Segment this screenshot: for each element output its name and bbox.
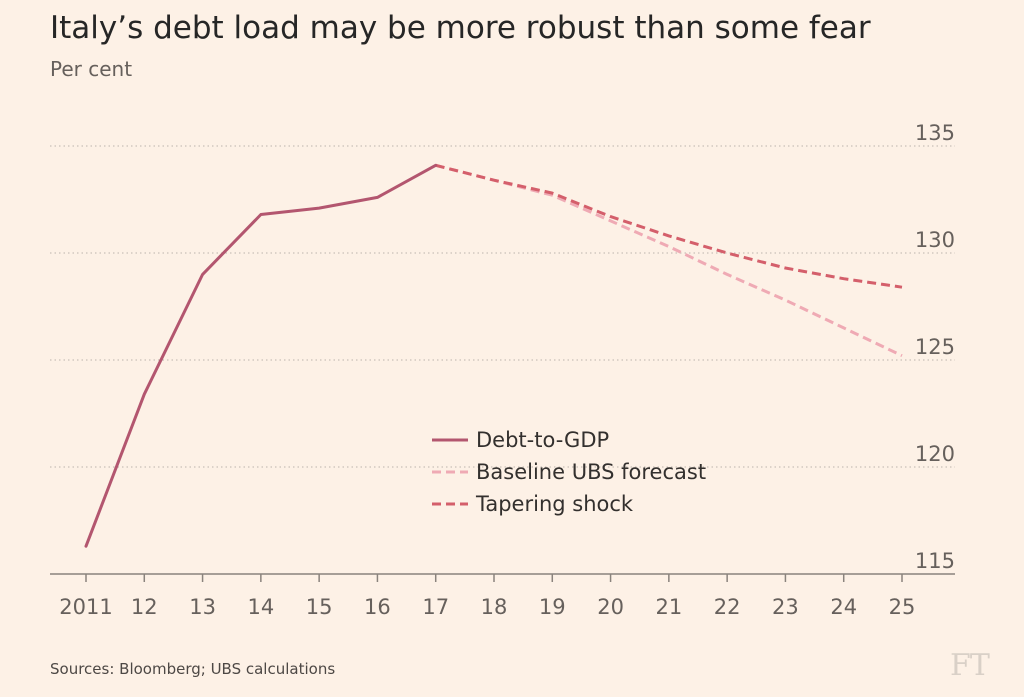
x-tick-label-2024: 24 — [830, 595, 857, 619]
chart-title: Italy’s debt load may be more robust tha… — [50, 10, 871, 46]
legend-label-tapering-shock: Tapering shock — [475, 492, 634, 516]
ft-logo: FT — [950, 648, 990, 683]
series-line-debt-to-gdp — [84, 163, 438, 548]
y-tick-label-135: 135 — [915, 121, 955, 145]
source-note: Sources: Bloomberg; UBS calculations — [50, 660, 336, 678]
x-tick-label-2011: 2011 — [59, 595, 112, 619]
x-tick-label-2017: 17 — [422, 595, 449, 619]
y-tick-label-130: 130 — [915, 228, 955, 252]
x-tick-label-2023: 23 — [772, 595, 799, 619]
x-tick-label-2013: 13 — [189, 595, 216, 619]
x-tick-label-2016: 16 — [364, 595, 391, 619]
series-line-tapering-shock — [435, 163, 903, 289]
x-tick-label-2022: 22 — [714, 595, 741, 619]
x-tick-label-2019: 19 — [539, 595, 566, 619]
x-tick-label-2014: 14 — [247, 595, 274, 619]
y-tick-label-115: 115 — [915, 549, 955, 573]
x-tick-label-2025: 25 — [889, 595, 916, 619]
y-tick-label-125: 125 — [915, 335, 955, 359]
chart-subtitle: Per cent — [50, 57, 133, 81]
x-tick-label-2018: 18 — [481, 595, 508, 619]
series-line-baseline-ubs-forecast — [435, 163, 903, 358]
legend-label-debt-to-gdp: Debt-to-GDP — [476, 428, 609, 452]
x-tick-label-2021: 21 — [655, 595, 682, 619]
x-tick-label-2015: 15 — [306, 595, 333, 619]
x-tick-label-2012: 12 — [131, 595, 158, 619]
x-tick-label-2020: 20 — [597, 595, 624, 619]
legend-label-baseline-ubs-forecast: Baseline UBS forecast — [476, 460, 706, 484]
y-tick-label-120: 120 — [915, 442, 955, 466]
